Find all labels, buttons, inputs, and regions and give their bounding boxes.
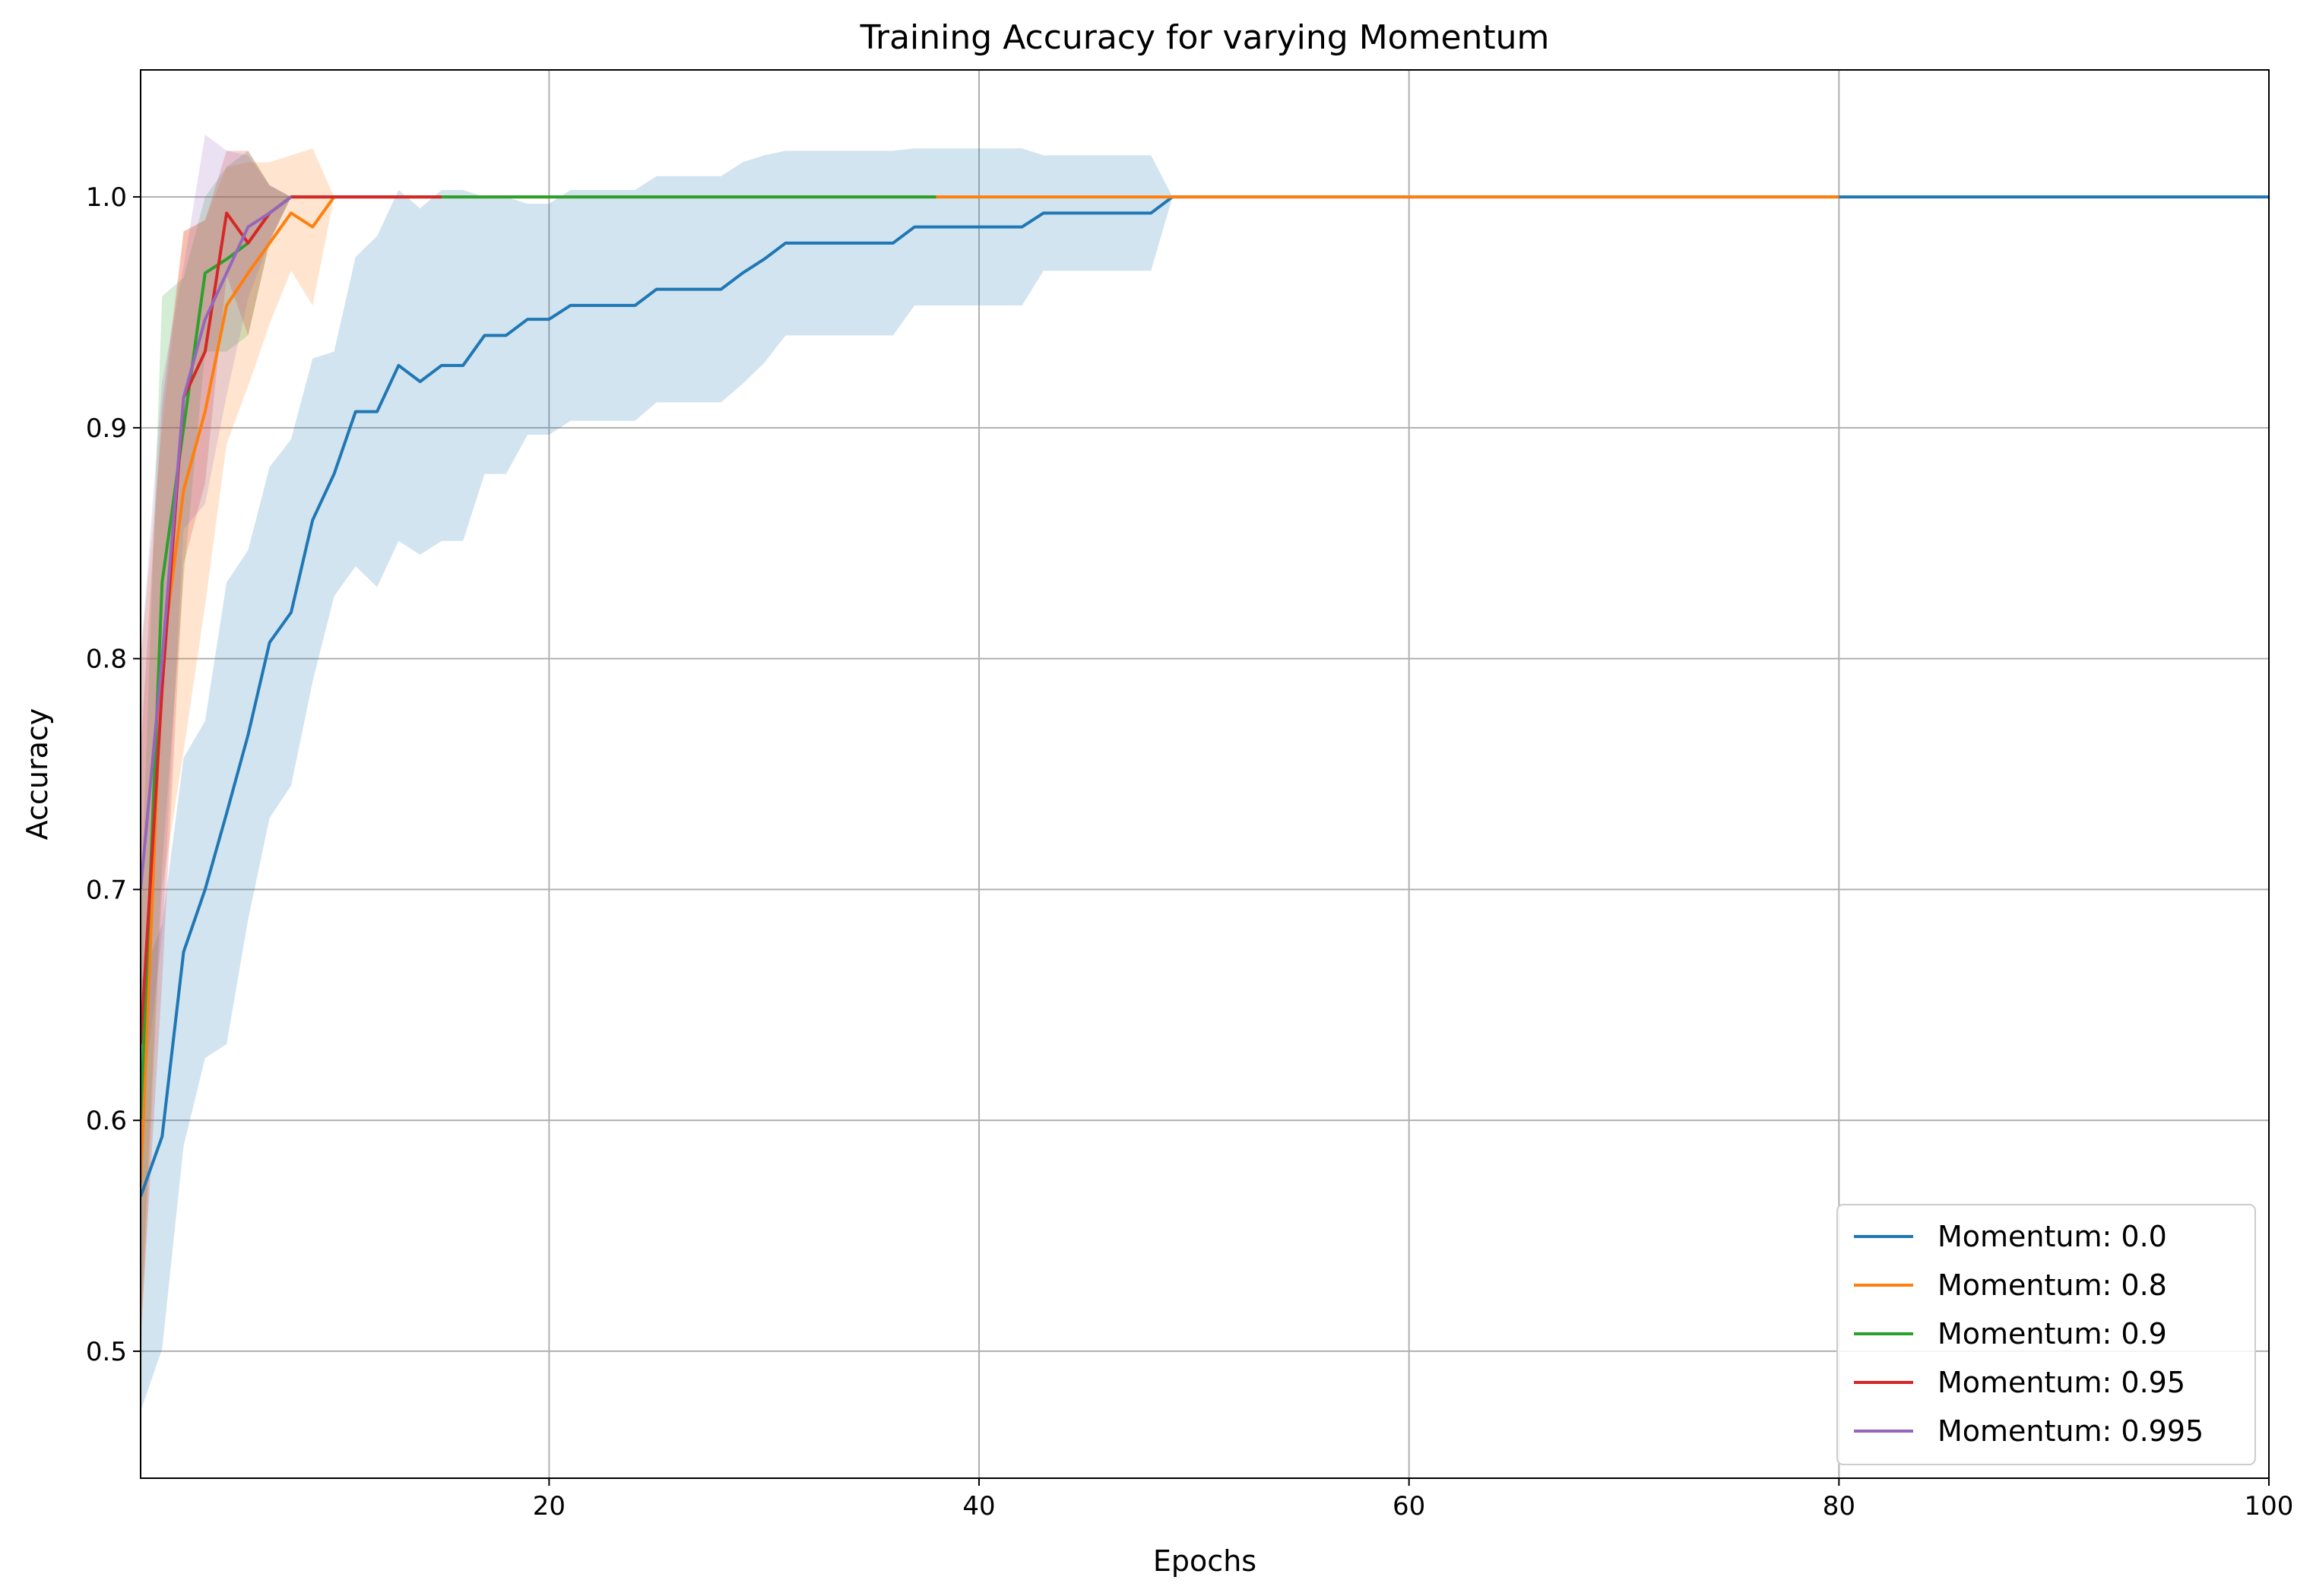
x-axis-ticks: 20 40 60 80 100 — [533, 1478, 2294, 1522]
y-axis-label: Accuracy — [21, 708, 54, 841]
legend-label-1: Momentum: 0.8 — [1938, 1268, 2167, 1302]
y-tick-label: 1.0 — [86, 182, 127, 213]
y-tick-label: 0.8 — [86, 644, 127, 675]
legend-label-3: Momentum: 0.95 — [1938, 1366, 2185, 1399]
x-axis-label: Epochs — [1153, 1544, 1256, 1578]
y-tick-label: 0.6 — [86, 1106, 127, 1136]
confidence-bands — [141, 135, 1173, 1411]
band-4 — [141, 135, 291, 1121]
legend: Momentum: 0.0 Momentum: 0.8 Momentum: 0.9 M… — [1836, 1204, 2256, 1465]
series-line-1 — [141, 195, 1839, 1183]
band-0 — [141, 148, 1173, 1411]
legend-label-0: Momentum: 0.0 — [1938, 1220, 2167, 1253]
x-tick-label: 40 — [962, 1491, 995, 1522]
x-tick-label: 20 — [533, 1491, 566, 1522]
y-tick-label: 0.9 — [86, 413, 127, 444]
y-tick-label: 0.7 — [86, 875, 127, 905]
y-axis-ticks: 0.5 0.6 0.7 0.8 0.9 1.0 — [86, 182, 141, 1367]
series-line-4 — [141, 195, 293, 890]
x-tick-label: 80 — [1823, 1491, 1855, 1522]
x-tick-label: 100 — [2245, 1491, 2294, 1522]
series-line-0 — [141, 195, 2269, 1198]
y-tick-label: 0.5 — [86, 1337, 127, 1367]
legend-label-2: Momentum: 0.9 — [1938, 1317, 2167, 1351]
legend-label-4: Momentum: 0.995 — [1938, 1414, 2204, 1448]
plot-frame — [140, 69, 2270, 1479]
legend-box — [1836, 1204, 2256, 1465]
chart-title: Training Accuracy for varying Momentum — [860, 18, 1550, 57]
band-1 — [141, 148, 334, 1359]
series-lines — [141, 195, 2269, 1198]
x-tick-label: 60 — [1393, 1491, 1425, 1522]
